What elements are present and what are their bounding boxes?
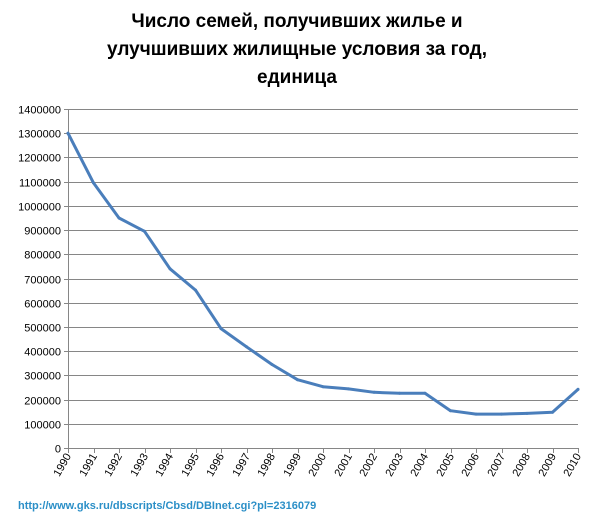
x-tick-label: 1992 [102,452,125,479]
y-tick-labels: 0 100000 200000 300000 400000 500000 600000 700… [18,105,61,456]
x-tick-label: 2005 [434,452,457,479]
x-tick-label: 1993 [128,452,151,479]
x-tick-label: 2008 [510,452,533,479]
data-point-2010 [576,387,580,391]
data-point-1998 [270,363,274,366]
series [66,131,580,416]
y-tick-label: 900000 [24,226,61,238]
x-tick-labels: 1990 1991 1992 1993 1994 1995 1996 1997 1998 1999… [51,452,584,479]
x-tick-label: 1994 [153,452,176,479]
data-point-2005 [449,409,452,413]
data-point-1999 [296,378,299,382]
data-point-2001 [347,387,350,391]
x-tick-label: 1997 [230,452,253,479]
data-point-1992 [117,216,121,220]
data-point-2009 [551,410,554,414]
x-tick-label: 2002 [357,452,380,479]
data-point-1995 [194,288,197,292]
x-tick-label: 1996 [204,452,227,479]
x-tick-label: 1990 [51,452,74,479]
source-link[interactable]: http://www.gks.ru/dbscripts/Cbsd/DBInet.… [18,500,317,512]
y-tick-label: 1400000 [18,105,61,117]
data-point-1994 [168,267,172,271]
y-tick-label: 400000 [24,347,61,359]
chart-title: Число семей, получивших жилье и улучшивш… [0,8,594,92]
x-tick-label: 1998 [255,452,278,479]
chart-title-line-2: улучшивших жилищные условия за год, [107,39,487,60]
y-tick-label: 1000000 [18,202,61,214]
data-point-1990 [66,131,70,135]
data-point-2000 [321,385,325,389]
y-tick-label: 700000 [24,275,61,287]
y-tick-label: 1100000 [19,178,61,190]
x-tick-label: 1995 [179,452,202,479]
y-tick-label: 100000 [24,420,61,432]
data-point-2004 [423,391,427,395]
x-tick-label: 1991 [77,452,100,479]
y-tick-label: 500000 [24,323,61,335]
data-point-1997 [245,345,248,349]
data-point-1991 [92,181,95,185]
x-tick-label: 2003 [383,452,406,479]
data-point-2002 [372,390,376,394]
x-tick-label: 2007 [485,452,508,479]
data-point-2008 [525,411,529,415]
data-point-2003 [398,391,401,395]
y-tick-label: 200000 [24,396,61,408]
x-tick-label: 2001 [332,452,355,479]
chart-title-line-1: Число семей, получивших жилье и [131,11,463,32]
x-tick-label: 1999 [281,452,304,479]
x-tick-label: 2006 [459,452,482,479]
data-point-2006 [474,412,478,416]
data-point-1996 [219,327,223,331]
y-tick-label: 600000 [24,299,61,311]
series-line-0 [66,131,580,416]
x-tick-label: 2004 [408,452,431,479]
x-tick-label: 2000 [306,452,329,479]
grid-lines [68,109,578,425]
x-tick-label: 2010 [561,452,584,479]
axes [64,109,579,453]
y-tick-label: 1300000 [18,129,61,141]
y-tick-label: 0 [55,444,61,456]
y-tick-label: 800000 [24,250,61,262]
data-point-1993 [143,229,146,233]
x-tick-label: 2009 [536,452,559,479]
data-point-2007 [500,412,503,416]
y-tick-label: 300000 [24,371,61,383]
chart-title-line-3: единица [257,67,337,88]
y-tick-label: 1200000 [18,153,61,165]
